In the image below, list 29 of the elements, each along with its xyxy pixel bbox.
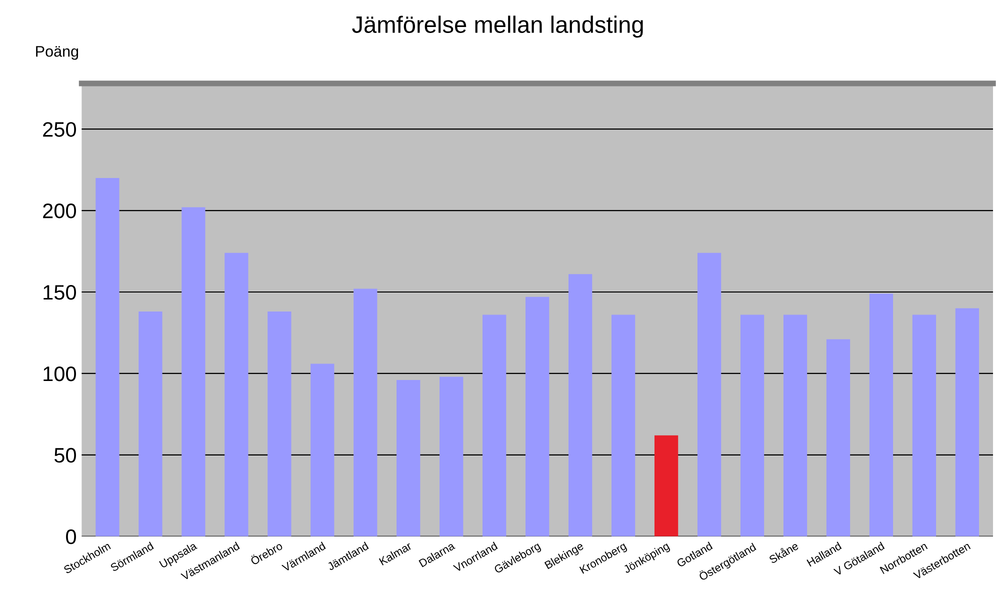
y-axis-title: Poäng [36, 46, 78, 60]
bar [783, 314, 808, 536]
bar [138, 312, 162, 536]
bar [182, 207, 206, 536]
y-tick-label: 100 [44, 366, 76, 382]
bar [310, 364, 334, 536]
y-tick-label: 250 [43, 122, 76, 137]
y-tick-label: 200 [43, 204, 76, 218]
bar [740, 314, 764, 536]
bar [268, 312, 292, 536]
bar [354, 288, 378, 536]
bar [224, 252, 248, 536]
y-tick-label: 150 [44, 285, 76, 300]
bar [396, 380, 420, 536]
bar [697, 252, 722, 536]
chart-title: Jämförelse mellan landsting [352, 16, 643, 38]
bar [611, 314, 636, 536]
bar [826, 339, 850, 536]
y-tick-label: 0 [66, 529, 76, 544]
bar [568, 274, 592, 536]
bar [912, 314, 936, 536]
bar [482, 314, 506, 536]
bar [440, 376, 464, 536]
bar [96, 178, 120, 536]
bar [955, 308, 980, 536]
bar [526, 296, 550, 536]
bar [869, 294, 894, 536]
y-tick-label: 50 [54, 448, 76, 463]
bar [654, 435, 678, 536]
